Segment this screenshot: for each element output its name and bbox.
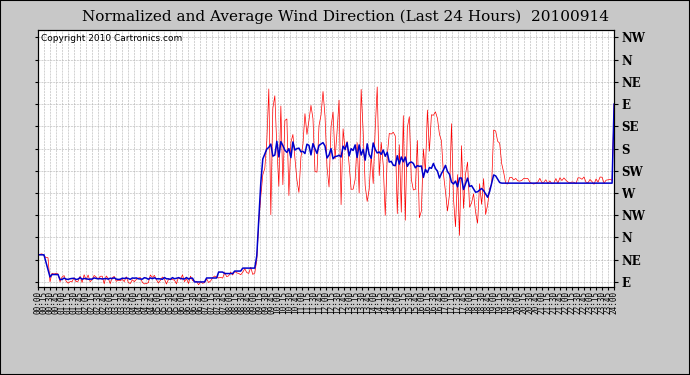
Text: Normalized and Average Wind Direction (Last 24 Hours)  20100914: Normalized and Average Wind Direction (L… bbox=[81, 9, 609, 24]
Text: Copyright 2010 Cartronics.com: Copyright 2010 Cartronics.com bbox=[41, 34, 182, 43]
